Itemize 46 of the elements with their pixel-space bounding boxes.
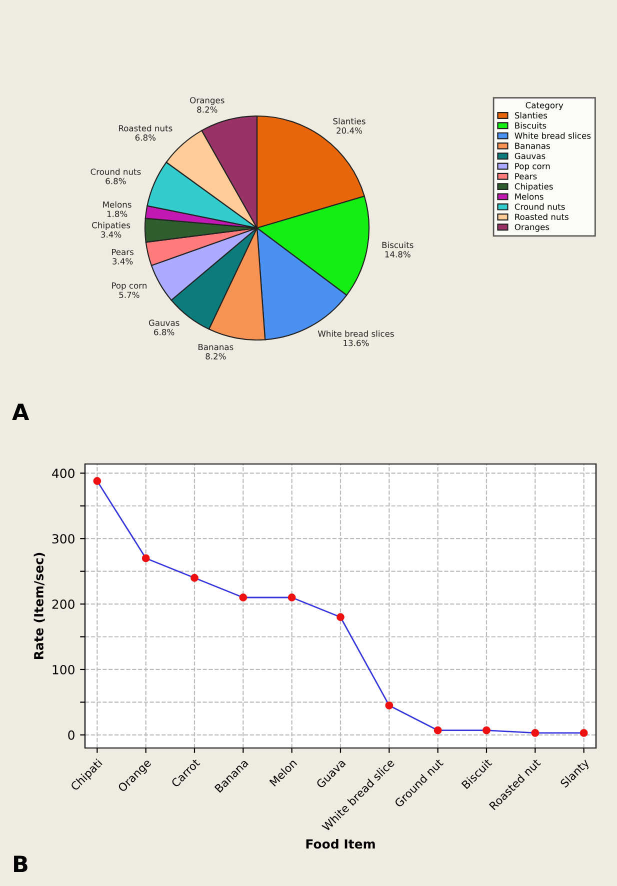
legend-label: Melons	[515, 193, 544, 200]
legend-label: Oranges	[514, 224, 550, 232]
y-tick-label: 300	[52, 534, 74, 544]
slice-label: Melons	[103, 201, 132, 208]
data-label: 3.4%	[112, 258, 133, 264]
legend-title: Category	[526, 102, 564, 110]
slice-label: Cround nuts	[90, 168, 141, 175]
slice-label: Pears	[112, 248, 134, 256]
legend-label: Cround nuts	[514, 203, 565, 210]
data-label: 6.8%	[106, 178, 126, 184]
legend-label: Pears	[515, 173, 537, 180]
slice-label: Gauvas	[148, 320, 180, 326]
slice-label: Slanties	[333, 118, 366, 124]
data-label: 5.7%	[119, 292, 140, 298]
data-label: 3.4%	[101, 231, 122, 238]
data-label: 20.4%	[336, 127, 362, 134]
legend-label: Roasted nuts	[515, 214, 568, 220]
legend-label: Biscuits	[515, 122, 546, 129]
data-label: 6.8%	[135, 134, 156, 141]
slice-label: Pop corn	[112, 282, 146, 290]
x-axis-title: Food Item	[306, 839, 375, 849]
text: A	[12, 404, 30, 420]
legend-label: Bananas	[515, 142, 550, 149]
data-label: 8.2%	[197, 106, 218, 113]
legend-label: Chipaties	[514, 183, 553, 192]
slice-label: White bread slices	[318, 330, 394, 337]
y-tick-label: 400	[52, 468, 74, 478]
slice-label: Chipaties	[92, 222, 130, 230]
legend-label: Gauvas	[514, 152, 546, 160]
data-label: 1.8%	[107, 210, 128, 218]
slice-label: Bananas	[198, 344, 234, 350]
y-axis-title: Rate (Item/sec)	[34, 552, 45, 660]
text: B	[14, 856, 28, 872]
data-label: 6.8%	[154, 328, 174, 336]
legend-label: White bread slices	[514, 132, 591, 139]
slice-label: Biscuits	[382, 242, 414, 248]
data-label: 13.6%	[344, 340, 369, 346]
y-tick-label: 100	[52, 664, 74, 674]
data-label: 14.8%	[385, 251, 410, 258]
legend-label: Slanties	[514, 112, 548, 119]
slice-label: Roasted nuts	[118, 124, 172, 132]
data-label: 8.2%	[206, 353, 226, 360]
legend-label: Pop corn	[515, 163, 550, 171]
y-tick-label: 200	[52, 600, 74, 609]
y-tick-label: 0	[68, 730, 74, 740]
slice-label: Oranges	[190, 97, 224, 105]
